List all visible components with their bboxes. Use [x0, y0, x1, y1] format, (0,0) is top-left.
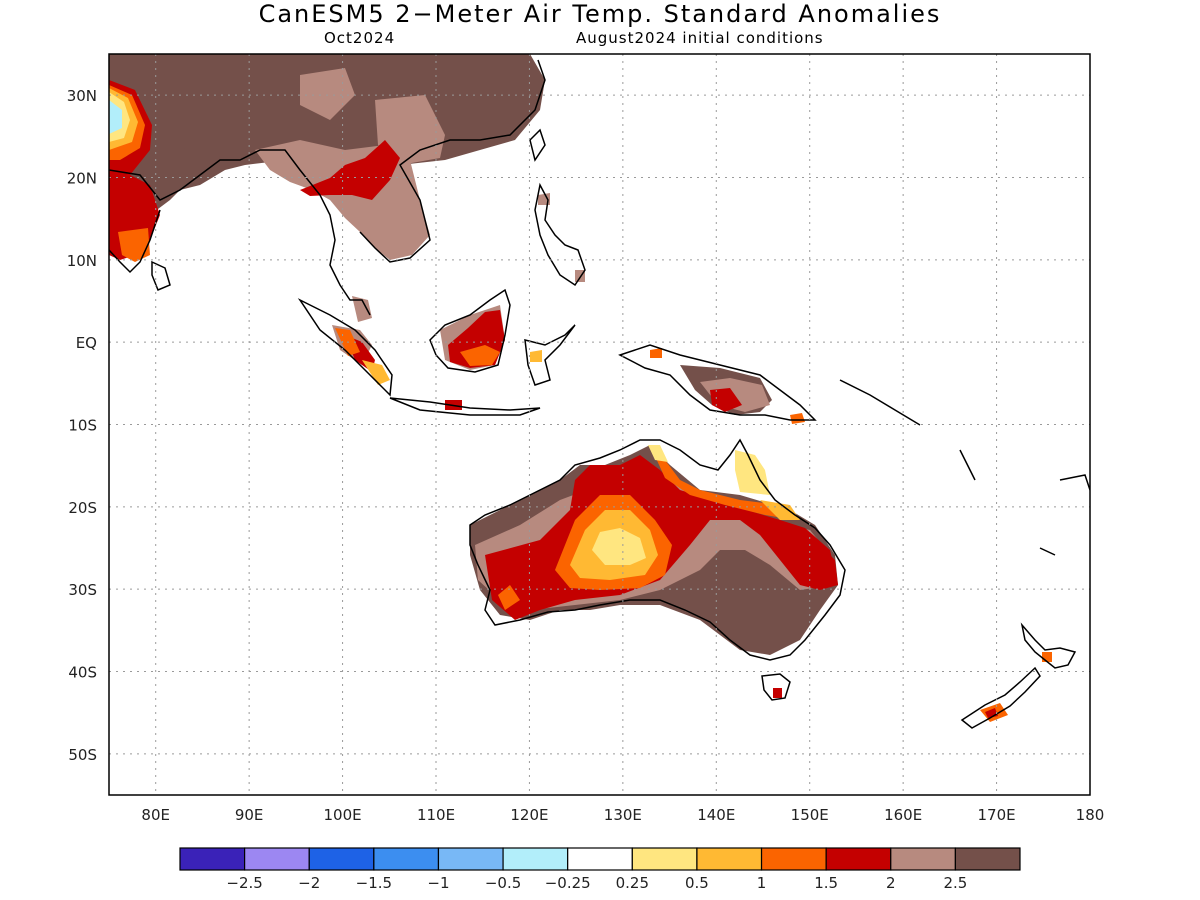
- lon-tick-label: 110E: [417, 806, 455, 824]
- lat-tick-label: EQ: [76, 334, 97, 352]
- lat-tick-label: 20S: [68, 499, 97, 517]
- color-legend: −2.5 −2 −1.5 −1 −0.5 −0.25 0.25 0.5 1 1.5 2 2.5: [179, 847, 1021, 892]
- legend-swatch: [179, 847, 246, 871]
- india-orange-anomaly: [118, 228, 150, 262]
- coast-sri-lanka: [151, 260, 171, 291]
- lat-tick-label: 40S: [68, 664, 97, 682]
- lon-tick-label: 140E: [697, 806, 735, 824]
- legend-label: −1: [427, 874, 449, 892]
- china-dark-anomaly: [130, 54, 545, 190]
- lon-tick-label: 180: [1076, 806, 1105, 824]
- lat-tick-label: 30S: [68, 581, 97, 599]
- init-conditions-label: August2024 initial conditions: [576, 29, 824, 47]
- lon-tick-label: 160E: [884, 806, 922, 824]
- lon-tick-label: 90E: [235, 806, 264, 824]
- lat-tick-label: 30N: [67, 87, 97, 105]
- png-red-anomaly: [710, 388, 742, 412]
- legend-swatch: [825, 847, 892, 871]
- legend-label: 1.5: [814, 874, 838, 892]
- legend-label: 2: [886, 874, 896, 892]
- legend-swatch: [631, 847, 698, 871]
- map-frame: [108, 53, 1091, 796]
- lon-tick-label: 120E: [510, 806, 548, 824]
- nz-orange-anomaly: [980, 652, 1052, 722]
- legend-label: −2.5: [226, 874, 262, 892]
- coast-new-zealand-south: [960, 666, 1041, 729]
- anomaly-fields: [109, 54, 1052, 722]
- legend-swatch: [244, 847, 310, 871]
- legend-swatch: [696, 847, 763, 871]
- coast-sumatra: [297, 298, 393, 397]
- lon-tick-label: 150E: [791, 806, 829, 824]
- legend-label: 1: [757, 874, 767, 892]
- graticule: [109, 54, 1090, 795]
- legend-swatch: [502, 847, 569, 871]
- lon-tick-label: 170E: [978, 806, 1016, 824]
- map-title: CanESM5 2−Meter Air Temp. Standard Anoma…: [258, 0, 942, 28]
- lat-tick-label: 50S: [68, 746, 97, 764]
- coast-south-asia: [109, 149, 371, 316]
- legend-label: −0.5: [485, 874, 521, 892]
- legend-label: 2.5: [943, 874, 967, 892]
- legend-swatch: [890, 847, 956, 871]
- legend-swatch: [954, 847, 1021, 871]
- legend-label: 0.5: [685, 874, 709, 892]
- coast-solomons: [839, 379, 921, 426]
- coast-borneo: [429, 288, 511, 373]
- lat-tick-label: 10N: [67, 252, 97, 270]
- legend-swatch: [373, 847, 440, 871]
- coast-indochina: [359, 59, 546, 263]
- lon-tick-label: 80E: [141, 806, 170, 824]
- legend-label: −1.5: [356, 874, 392, 892]
- coast-new-guinea: [618, 344, 817, 421]
- lat-tick-label: 10S: [68, 417, 97, 435]
- legend-label: −2: [298, 874, 320, 892]
- coast-australia: [469, 438, 846, 661]
- coast-philippines: [534, 182, 586, 287]
- legend-swatch: [760, 847, 827, 871]
- longitude-labels: 80E 90E 100E 110E 120E 130E 140E 150E 160E 170E 18…: [141, 806, 1104, 824]
- coast-sulawesi: [524, 324, 576, 386]
- queensland-amber-anomaly: [760, 500, 800, 520]
- sulawesi-orange-anomaly: [530, 350, 542, 362]
- latitude-labels: 30N 20N 10N EQ 10S 20S 30S 40S 50S: [67, 87, 97, 764]
- lon-tick-label: 100E: [324, 806, 362, 824]
- coast-taiwan: [529, 128, 546, 162]
- tasmania-red-anomaly: [773, 688, 782, 698]
- coast-new-zealand-north: [1020, 622, 1077, 669]
- coast-india-south: [109, 209, 161, 274]
- lat-tick-label: 20N: [67, 170, 97, 188]
- queensland-red-anomaly: [795, 530, 838, 588]
- legend-swatch: [567, 847, 633, 871]
- coastlines: [109, 59, 1090, 729]
- cape-york-yellow-anomaly: [648, 445, 770, 495]
- coast-java: [389, 397, 541, 416]
- australia-sw-orange-anomaly: [498, 585, 520, 610]
- legend-swatch: [308, 847, 375, 871]
- legend-swatch: [437, 847, 504, 871]
- coast-vanuatu-fiji: [959, 449, 1090, 556]
- australia-yellow-anomaly: [592, 528, 646, 565]
- pakistan-blue-anomaly: [109, 100, 122, 134]
- sumatra-amber-anomaly: [362, 360, 390, 385]
- legend-label: −0.25: [545, 874, 591, 892]
- philippines-light-anomaly: [538, 193, 585, 282]
- lon-tick-label: 130E: [604, 806, 642, 824]
- borneo-orange-anomaly: [460, 345, 500, 366]
- coast-tasmania: [761, 673, 791, 701]
- legend-label: 0.25: [616, 874, 649, 892]
- valid-month-label: Oct2024: [324, 29, 396, 47]
- china-light-anomaly: [300, 68, 445, 165]
- indochina-red-anomaly: [300, 140, 400, 200]
